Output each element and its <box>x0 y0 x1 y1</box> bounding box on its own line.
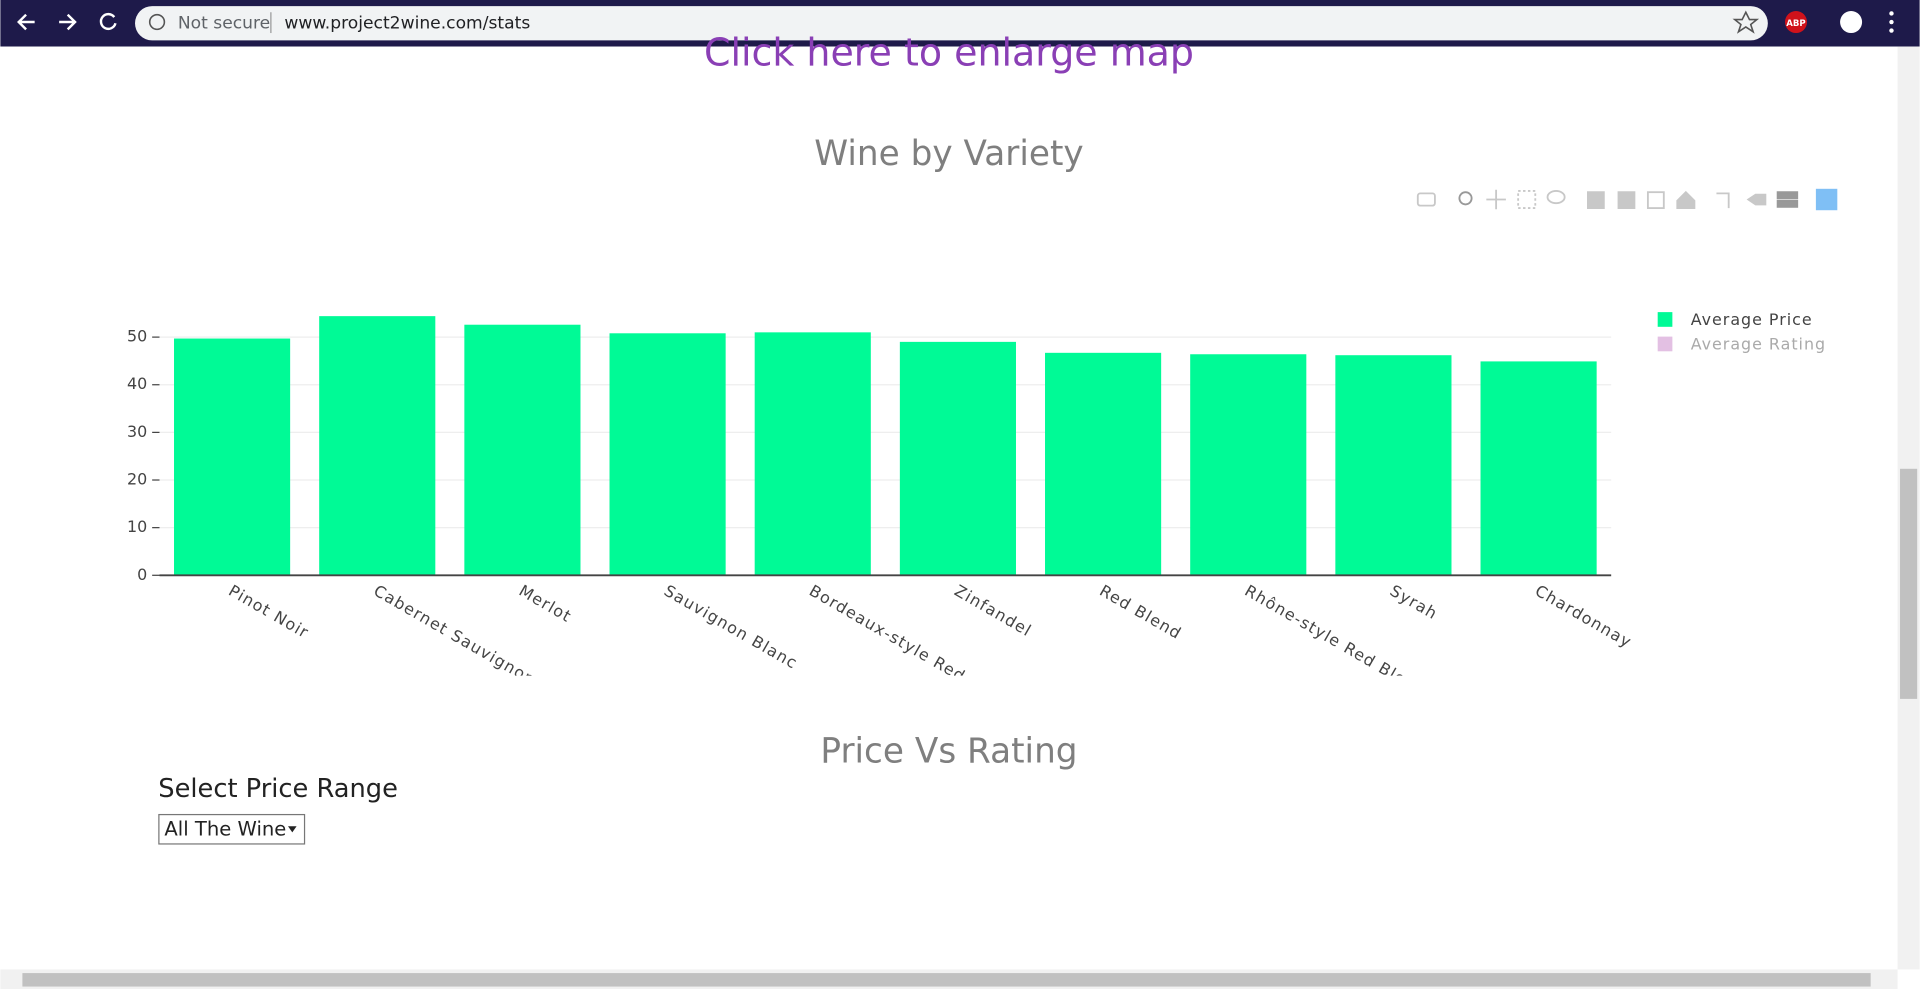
x-tick-label: Sauvignon Blanc <box>661 581 801 673</box>
bar <box>1335 355 1452 576</box>
y-tick-label: 40 <box>127 374 147 393</box>
bar <box>899 341 1016 576</box>
reload-button[interactable] <box>99 12 117 31</box>
select-arrow <box>288 826 297 833</box>
bar <box>1045 352 1162 576</box>
bar <box>609 333 726 576</box>
extension-icon[interactable] <box>1840 11 1863 34</box>
info-icon <box>148 13 166 31</box>
horizontal-scroll-thumb[interactable] <box>22 973 1871 987</box>
url: www.project2wine.com/stats <box>284 13 530 33</box>
address-bar[interactable] <box>135 6 1768 41</box>
y-tick-label: 20 <box>127 470 147 489</box>
vertical-scroll-thumb[interactable] <box>1900 468 1918 699</box>
legend-label: Average Rating <box>1691 335 1826 354</box>
x-tick-label: Merlot <box>516 581 576 626</box>
legend-swatch <box>1657 312 1673 327</box>
y-tick-label: 10 <box>127 517 147 536</box>
x-tick-label: Zinfandel <box>951 581 1035 641</box>
x-tick-label: Pinot Noir <box>225 581 312 642</box>
enlarge-map-link[interactable]: Click here to enlarge map <box>704 31 1194 75</box>
bar-chart: 0 10 20 30 40 50 Pinot Noir Cabernet SauvignonM… <box>127 310 1826 689</box>
chart-title: Wine by Variety <box>814 134 1083 174</box>
bar <box>754 332 871 576</box>
section-title: Price Vs Rating <box>820 731 1077 771</box>
adblock-icon[interactable] <box>1784 11 1808 34</box>
forward-button[interactable] <box>59 13 77 31</box>
x-tick-label: Syrah <box>1387 581 1442 623</box>
y-tick-label: 50 <box>127 327 147 346</box>
bar <box>1480 361 1597 576</box>
price-range-select[interactable] <box>158 813 306 845</box>
x-tick-label: Red Blend <box>1096 581 1185 643</box>
bookmark-star[interactable] <box>1732 10 1760 34</box>
x-tick-label: Chardonnay <box>1532 581 1636 652</box>
y-tick-label: 0 <box>137 565 147 584</box>
back-button[interactable] <box>17 13 35 31</box>
bar <box>464 324 581 576</box>
bar <box>1190 354 1307 576</box>
adblock-label: ABP <box>1786 19 1805 29</box>
legend-label: Average Price <box>1691 310 1813 329</box>
bar <box>174 338 291 576</box>
legend-swatch <box>1657 336 1673 352</box>
x-tick-label: Cabernet Sauvignon <box>371 581 540 689</box>
price-range-value: All The Wine <box>164 817 286 840</box>
bar <box>319 316 436 576</box>
price-range-label: Select Price Range <box>158 774 398 804</box>
security-label: Not secure <box>178 13 270 33</box>
chart-modebar[interactable] <box>1416 188 1838 211</box>
menu-button[interactable] <box>1889 11 1894 33</box>
y-tick-label: 30 <box>127 422 147 441</box>
